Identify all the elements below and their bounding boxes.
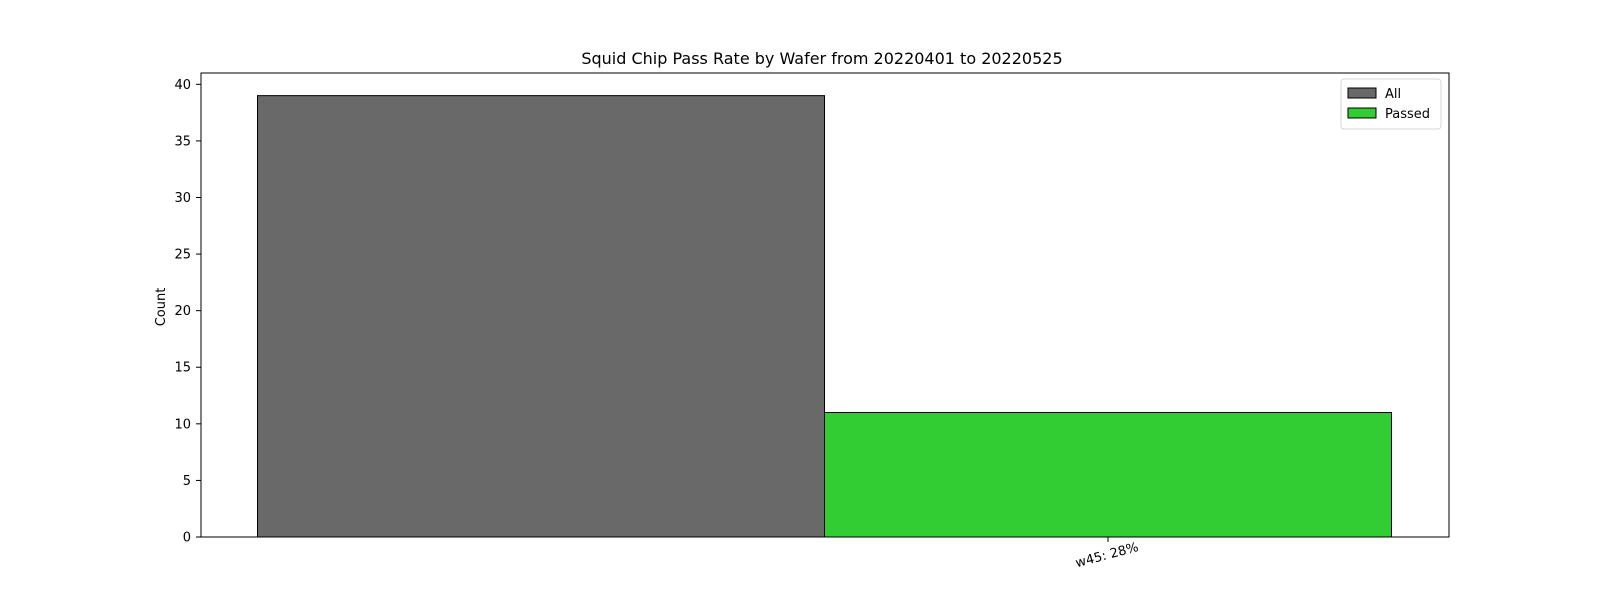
y-tick-label: 40 bbox=[174, 78, 191, 93]
bars-group bbox=[257, 95, 1392, 538]
legend-swatch-all bbox=[1347, 87, 1377, 99]
y-tick-label: 15 bbox=[174, 361, 191, 376]
legend-swatch-passed bbox=[1347, 107, 1377, 119]
bar-all bbox=[257, 95, 825, 538]
y-tick-label: 25 bbox=[174, 248, 191, 263]
bar-passed bbox=[824, 412, 1392, 538]
y-tick-label: 20 bbox=[174, 304, 191, 319]
y-tick-label: 0 bbox=[183, 531, 191, 546]
y-tick-label: 30 bbox=[174, 191, 191, 206]
y-tick-label: 10 bbox=[174, 417, 191, 432]
chart-title: Squid Chip Pass Rate by Wafer from 20220… bbox=[581, 49, 1062, 68]
y-tick-label: 5 bbox=[183, 474, 191, 489]
legend-label-passed: Passed bbox=[1385, 107, 1430, 122]
x-axis: w45: 28% bbox=[1074, 537, 1140, 571]
y-tick-label: 35 bbox=[174, 134, 191, 149]
legend[interactable]: All Passed bbox=[1340, 78, 1442, 130]
legend-label-all: All bbox=[1385, 87, 1401, 102]
plot-area-frame bbox=[200, 72, 1450, 538]
y-axis: 0 5 10 15 20 25 30 35 40 bbox=[174, 78, 201, 546]
y-axis-label: Count bbox=[154, 288, 169, 327]
x-tick-label: w45: 28% bbox=[1074, 540, 1140, 571]
